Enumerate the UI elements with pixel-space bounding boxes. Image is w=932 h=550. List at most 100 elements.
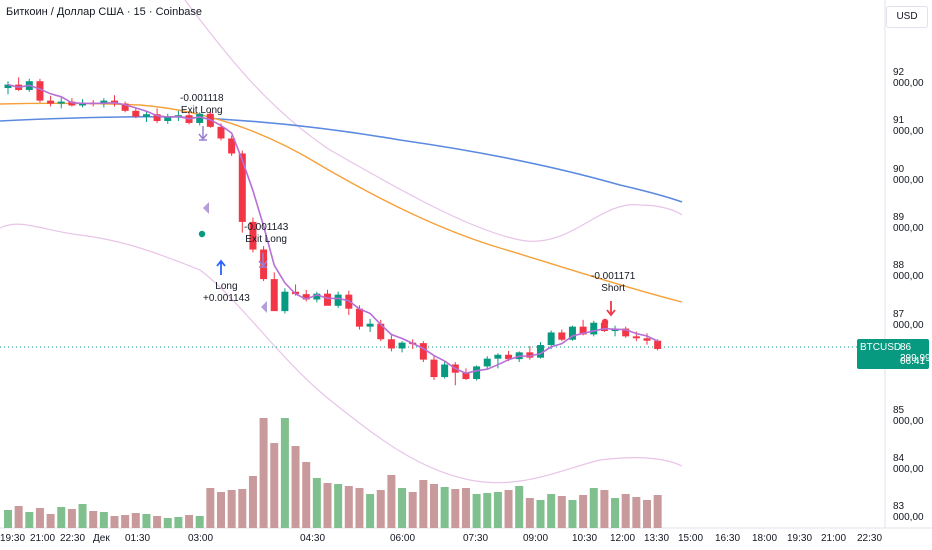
candle-body <box>579 326 587 335</box>
ma-blue-line <box>0 115 683 203</box>
time-tick-label: 21:00 <box>30 533 56 544</box>
candle-body <box>238 153 246 222</box>
candle-body <box>654 340 662 349</box>
price-tick-label: 89 000,00 <box>893 212 924 234</box>
volume-bar <box>632 497 641 528</box>
time-tick-label: 22:30 <box>60 533 86 544</box>
volume-bar <box>451 489 460 528</box>
volume-bar <box>174 517 183 528</box>
candle-body <box>505 354 513 360</box>
volume-bar <box>589 488 598 528</box>
trade-annotation: -0.001143 Exit Long <box>244 222 288 246</box>
price-label-symbol: BTCUSD <box>860 342 902 353</box>
candle-body <box>430 359 438 378</box>
volume-bar <box>270 443 279 528</box>
volume-bar <box>376 490 385 528</box>
annotation-label: Exit Long <box>245 234 287 245</box>
volume-bar <box>57 507 66 528</box>
volume-bar <box>46 514 55 528</box>
time-tick-label: 19:30 <box>0 533 26 544</box>
time-tick-label: 09:00 <box>523 533 549 544</box>
candle-body <box>132 110 140 117</box>
candle-body <box>142 114 150 117</box>
volume-bar <box>440 487 449 528</box>
price-tick-label: 83 000,00 <box>893 501 924 523</box>
candle-body <box>494 354 502 359</box>
volume-bar <box>344 486 353 528</box>
volume-bar <box>142 514 151 528</box>
annotation-label: Short <box>601 283 626 294</box>
volume-bar <box>557 496 566 528</box>
time-tick-label: 15:00 <box>678 533 704 544</box>
currency-button[interactable]: USD <box>886 6 928 28</box>
candle-body <box>590 322 598 335</box>
volume-bar <box>621 494 630 528</box>
volume-bar <box>14 506 23 528</box>
signal-dot-icon <box>601 318 609 326</box>
price-tick-label: 85 000,00 <box>893 405 924 427</box>
volume-bar <box>163 518 172 528</box>
annotation-value: -0.001143 <box>244 222 289 233</box>
volume-bar <box>653 495 662 528</box>
candle-body <box>643 338 651 341</box>
time-tick-label: 16:30 <box>715 533 741 544</box>
volume-bar <box>461 488 470 528</box>
candle-body <box>526 352 534 358</box>
candle-body <box>600 322 608 332</box>
signal-dot-icon <box>198 230 206 238</box>
volume-bar <box>89 511 98 528</box>
volume-bar <box>536 500 545 528</box>
candle-body <box>196 113 204 123</box>
candle-body <box>281 291 289 312</box>
candle-body <box>441 364 449 378</box>
time-tick-label: 13:30 <box>644 533 670 544</box>
price-tick-label: 90 000,00 <box>893 164 924 186</box>
exit-long-arrow-icon <box>258 253 268 268</box>
candle-body <box>164 116 172 121</box>
volume-bar <box>483 493 492 528</box>
candle-body <box>622 328 630 337</box>
volume-bar <box>280 418 289 528</box>
volume-bar <box>430 484 438 528</box>
volume-bar <box>366 494 375 528</box>
price-label-countdown: 06:41 <box>900 356 926 367</box>
candle-body <box>334 294 342 306</box>
volume-bar <box>525 498 534 528</box>
price-tick-label: 92 000,00 <box>893 67 924 89</box>
annotation-value: -0.001118 <box>180 93 224 104</box>
volume-bar <box>248 476 257 528</box>
candle-body <box>558 332 566 340</box>
candle-body <box>355 308 363 327</box>
band-lower-line <box>0 223 683 484</box>
candle-body <box>249 221 257 250</box>
candle-body <box>483 358 491 367</box>
last-price-label: BTCUSD 86 299,99 06:41 <box>857 339 931 369</box>
volume-bar <box>291 446 300 528</box>
price-tick-label: 91 000,00 <box>893 115 924 137</box>
time-tick-label: 10:30 <box>572 533 598 544</box>
volume-bar <box>227 490 236 528</box>
candle-body <box>387 339 395 349</box>
volume-bar <box>579 495 588 528</box>
time-tick-label: 03:00 <box>188 533 214 544</box>
time-tick-label: 21:00 <box>821 533 847 544</box>
volume-bar <box>78 504 87 528</box>
candle-body <box>473 366 481 380</box>
price-tick-label: 84 000,00 <box>893 453 924 475</box>
volume-bar <box>4 510 12 528</box>
candle-body <box>4 84 12 89</box>
volume-bar <box>195 516 204 528</box>
candle-body <box>377 323 385 340</box>
ma-purple-line <box>7 83 658 375</box>
volume-bar <box>387 475 396 528</box>
volume-bar <box>238 489 247 528</box>
volume-bar <box>302 462 311 528</box>
volume-bar <box>206 488 215 528</box>
candle-body <box>366 323 374 327</box>
candle-body <box>217 126 225 139</box>
candle-body <box>270 279 278 312</box>
annotation-value: -0.001171 <box>591 271 636 282</box>
volume-bar <box>419 480 428 528</box>
